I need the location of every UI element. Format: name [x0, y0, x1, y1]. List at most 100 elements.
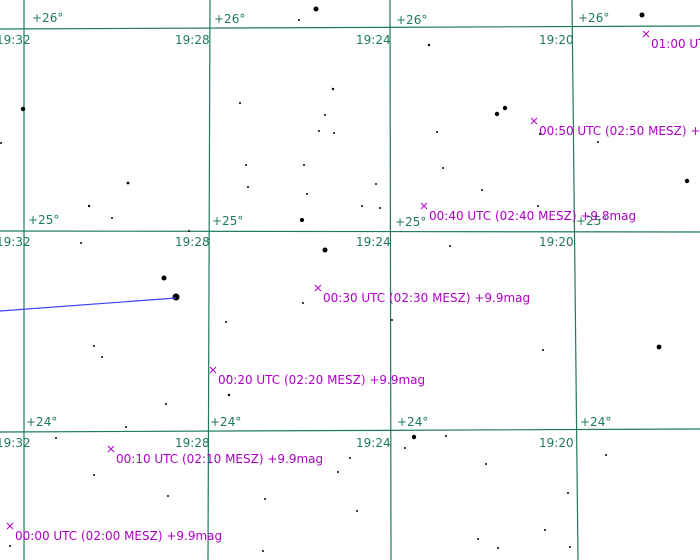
star — [449, 245, 451, 247]
star — [101, 356, 103, 358]
star — [20, 106, 26, 112]
star-field — [0, 6, 690, 552]
star — [349, 457, 351, 459]
star — [442, 167, 444, 169]
star — [165, 403, 167, 405]
star — [436, 131, 438, 133]
star — [427, 43, 431, 47]
star — [111, 217, 113, 219]
star — [331, 87, 335, 91]
track-time-label: 00:50 UTC (02:50 MESZ) +9.9mag — [539, 124, 700, 138]
grid-labels: +26° +26° +26° +26° +25° +25° +25° +25° +24° +24°… — [0, 11, 611, 450]
star — [125, 426, 127, 428]
star — [225, 321, 227, 323]
dec-label: +25° — [28, 213, 59, 227]
star — [239, 102, 241, 104]
star — [0, 142, 2, 144]
ra-label: 19:24 — [356, 235, 391, 249]
ra-line-2 — [389, 0, 392, 560]
star — [537, 205, 539, 207]
track-marker — [107, 445, 115, 453]
star — [313, 6, 319, 12]
star — [497, 547, 499, 549]
track-point: 01:00 UTC (03:00 MESZ) +9.9mag — [642, 30, 700, 51]
dec-label: +26° — [396, 13, 427, 27]
comet-path-line — [0, 297, 177, 312]
star — [502, 105, 508, 111]
star — [356, 510, 358, 512]
star — [375, 183, 377, 185]
star — [262, 550, 264, 552]
star — [379, 207, 381, 209]
ra-line-1 — [207, 0, 211, 560]
track-point: 00:50 UTC (02:50 MESZ) +9.9mag — [530, 117, 700, 138]
comet-track: 00:00 UTC (02:00 MESZ) +9.9mag 00:10 UTC … — [6, 30, 700, 543]
ra-line-3 — [571, 0, 579, 560]
star — [87, 204, 91, 208]
track-marker — [209, 366, 217, 374]
star — [333, 132, 335, 134]
star — [172, 293, 180, 301]
star — [303, 164, 305, 166]
star — [544, 529, 546, 531]
track-point: 00:20 UTC (02:20 MESZ) +9.9mag — [209, 366, 425, 387]
track-time-label: 00:00 UTC (02:00 MESZ) +9.9mag — [15, 529, 222, 543]
star — [161, 275, 167, 281]
star — [411, 434, 417, 440]
star — [55, 437, 57, 439]
star — [227, 375, 229, 377]
ra-label: 19:24 — [356, 436, 391, 450]
declination-line-0 — [0, 25, 700, 30]
dec-label: +24° — [26, 415, 57, 429]
star — [9, 545, 11, 547]
star — [300, 218, 304, 222]
star — [318, 130, 320, 132]
star — [494, 111, 500, 117]
star — [597, 141, 599, 143]
star — [481, 189, 483, 191]
track-marker — [6, 522, 14, 530]
ra-label: 19:24 — [356, 33, 391, 47]
star — [302, 302, 304, 304]
ra-label: 19:20 — [539, 436, 574, 450]
dec-label: +24° — [210, 415, 241, 429]
star — [605, 454, 607, 456]
dec-label: +24° — [580, 415, 611, 429]
ra-label: 19:28 — [175, 33, 210, 47]
track-marker — [314, 284, 322, 292]
star — [80, 242, 82, 244]
track-time-label: 01:00 UTC (03:00 MESZ) +9.9mag — [651, 37, 700, 51]
track-point: 00:40 UTC (02:40 MESZ) +9.8mag — [420, 202, 636, 223]
star — [567, 492, 569, 494]
star — [324, 114, 326, 116]
star — [684, 178, 690, 184]
ra-label: 19:32 — [0, 436, 31, 450]
dec-label: +24° — [397, 415, 428, 429]
track-time-label: 00:40 UTC (02:40 MESZ) +9.8mag — [429, 209, 636, 223]
star — [391, 319, 393, 321]
ra-label: 19:28 — [175, 235, 210, 249]
star — [337, 471, 339, 473]
star — [167, 495, 169, 497]
track-point: 00:30 UTC (02:30 MESZ) +9.9mag — [314, 284, 530, 305]
ra-label: 19:32 — [0, 33, 31, 47]
star — [569, 546, 571, 548]
star — [245, 164, 247, 166]
star — [247, 186, 249, 188]
star — [264, 498, 266, 500]
track-time-label: 00:20 UTC (02:20 MESZ) +9.9mag — [218, 373, 425, 387]
dec-label: +25° — [212, 214, 243, 228]
dec-label: +25° — [576, 214, 607, 228]
ra-label: 19:20 — [539, 235, 574, 249]
star — [188, 230, 190, 232]
star — [404, 447, 406, 449]
star — [93, 474, 95, 476]
star — [93, 345, 95, 347]
track-point: 00:10 UTC (02:10 MESZ) +9.9mag — [107, 445, 323, 466]
dec-label: +26° — [32, 11, 63, 25]
dec-label: +26° — [214, 12, 245, 26]
declination-line-2 — [0, 428, 700, 433]
track-time-label: 00:30 UTC (02:30 MESZ) +9.9mag — [323, 291, 530, 305]
